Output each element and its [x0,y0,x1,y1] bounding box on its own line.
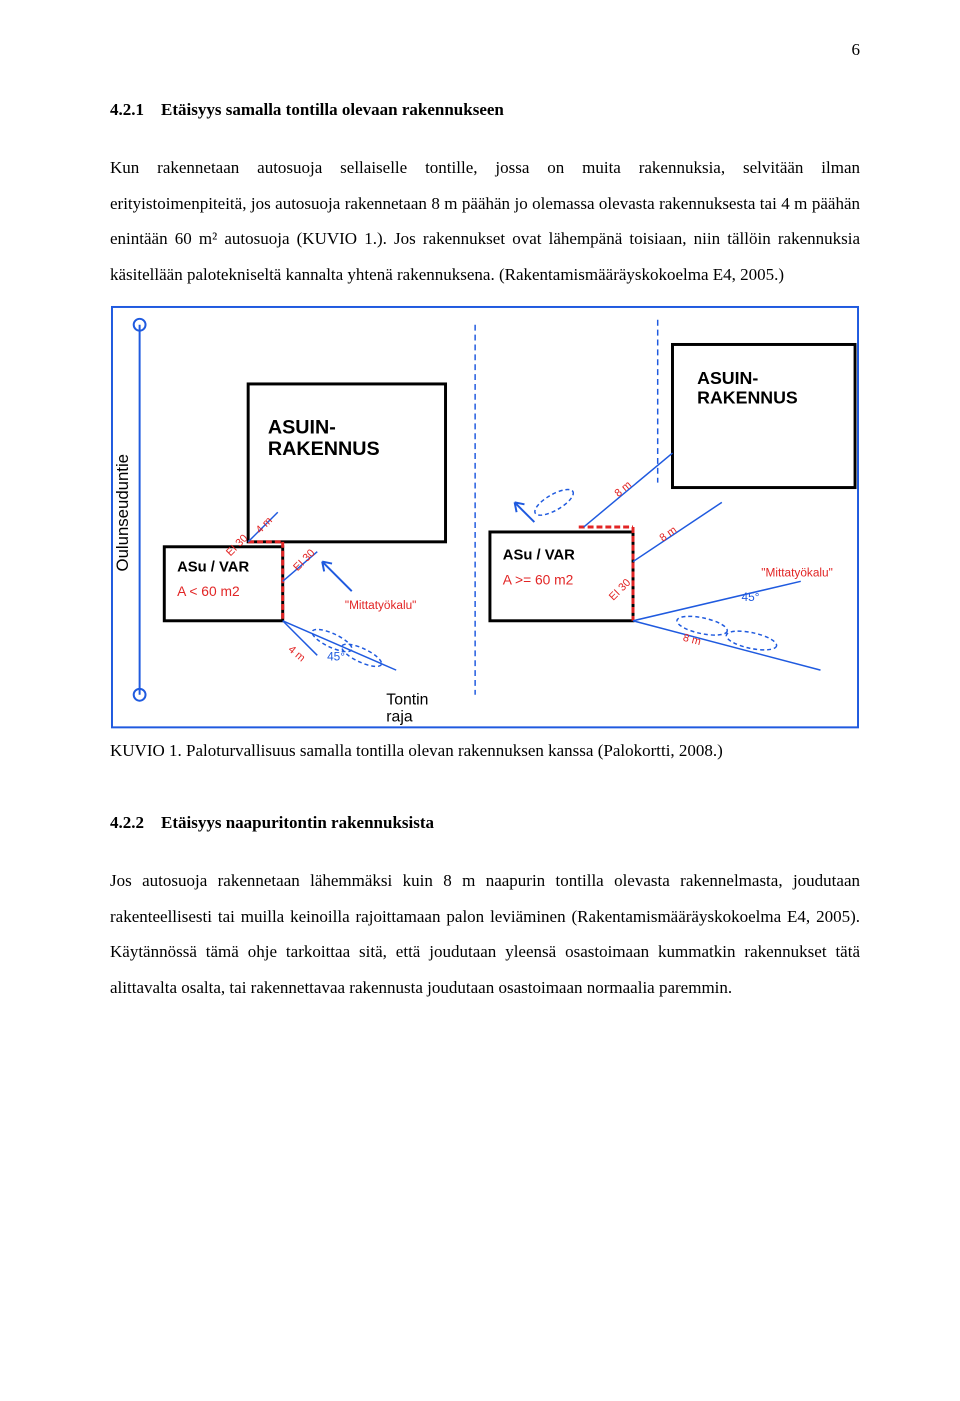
section1-paragraph: Kun rakennetaan autosuoja sellaiselle to… [110,150,860,293]
building1-rect [248,384,445,542]
arc-center [531,484,576,519]
building1-line2: RAKENNUS [268,438,380,460]
section-title: Etäisyys samalla tontilla olevaan rakenn… [161,100,504,119]
figure-caption: KUVIO 1. Paloturvallisuus samalla tontil… [110,741,860,761]
box1-sub: A < 60 m2 [177,583,240,599]
mitta-right: "Mittatyökalu" [761,565,833,579]
box1-label: ASu / VAR [177,559,249,575]
dim-ei30-2: EI 30 [291,547,317,573]
boundary-label-2: raja [386,708,413,725]
section-heading-1: 4.2.1 Etäisyys samalla tontilla olevaan … [110,100,860,120]
arrow-left [322,561,352,591]
proj-right-1 [633,621,820,670]
proj-right-2 [633,581,801,620]
building2-rect [672,344,855,487]
document-page: 6 4.2.1 Etäisyys samalla tontilla olevaa… [0,0,960,1078]
figure-1: Oulunseuduntie Tontin raja ASUIN- RAKENN… [110,305,860,729]
proj-right-arc2 [725,627,778,653]
dim-ei30-3: EI 30 [607,577,633,603]
proj-right-45: 45° [742,590,760,604]
proj-left-4m: 4 m [286,643,308,664]
mitta-left: "Mittatyökalu" [345,598,417,612]
section2-title: Etäisyys naapuritontin rakennuksista [161,813,434,832]
building2-line2: RAKENNUS [697,387,798,407]
box2-sub: A >= 60 m2 [503,571,574,587]
page-number: 6 [852,40,861,60]
figure-svg: Oulunseuduntie Tontin raja ASUIN- RAKENN… [110,305,860,729]
arrow-center [515,502,535,522]
proj-right-8m: 8 m [682,632,703,648]
section-heading-2: 4.2.2 Etäisyys naapuritontin rakennuksis… [110,813,860,833]
section-number: 4.2.1 [110,100,144,119]
dim-right-8m-1: 8 m [612,479,634,500]
section2-number: 4.2.2 [110,813,144,832]
building2-line1: ASUIN- [697,368,758,388]
box2-label: ASu / VAR [503,547,575,563]
dim-right-8m-2: 8 m [657,524,679,544]
street-label: Oulunseuduntie [113,454,132,571]
boundary-label-1: Tontin [386,691,428,708]
building1-line1: ASUIN- [268,416,336,438]
section2-paragraph: Jos autosuoja rakennetaan lähemmäksi kui… [110,863,860,1006]
